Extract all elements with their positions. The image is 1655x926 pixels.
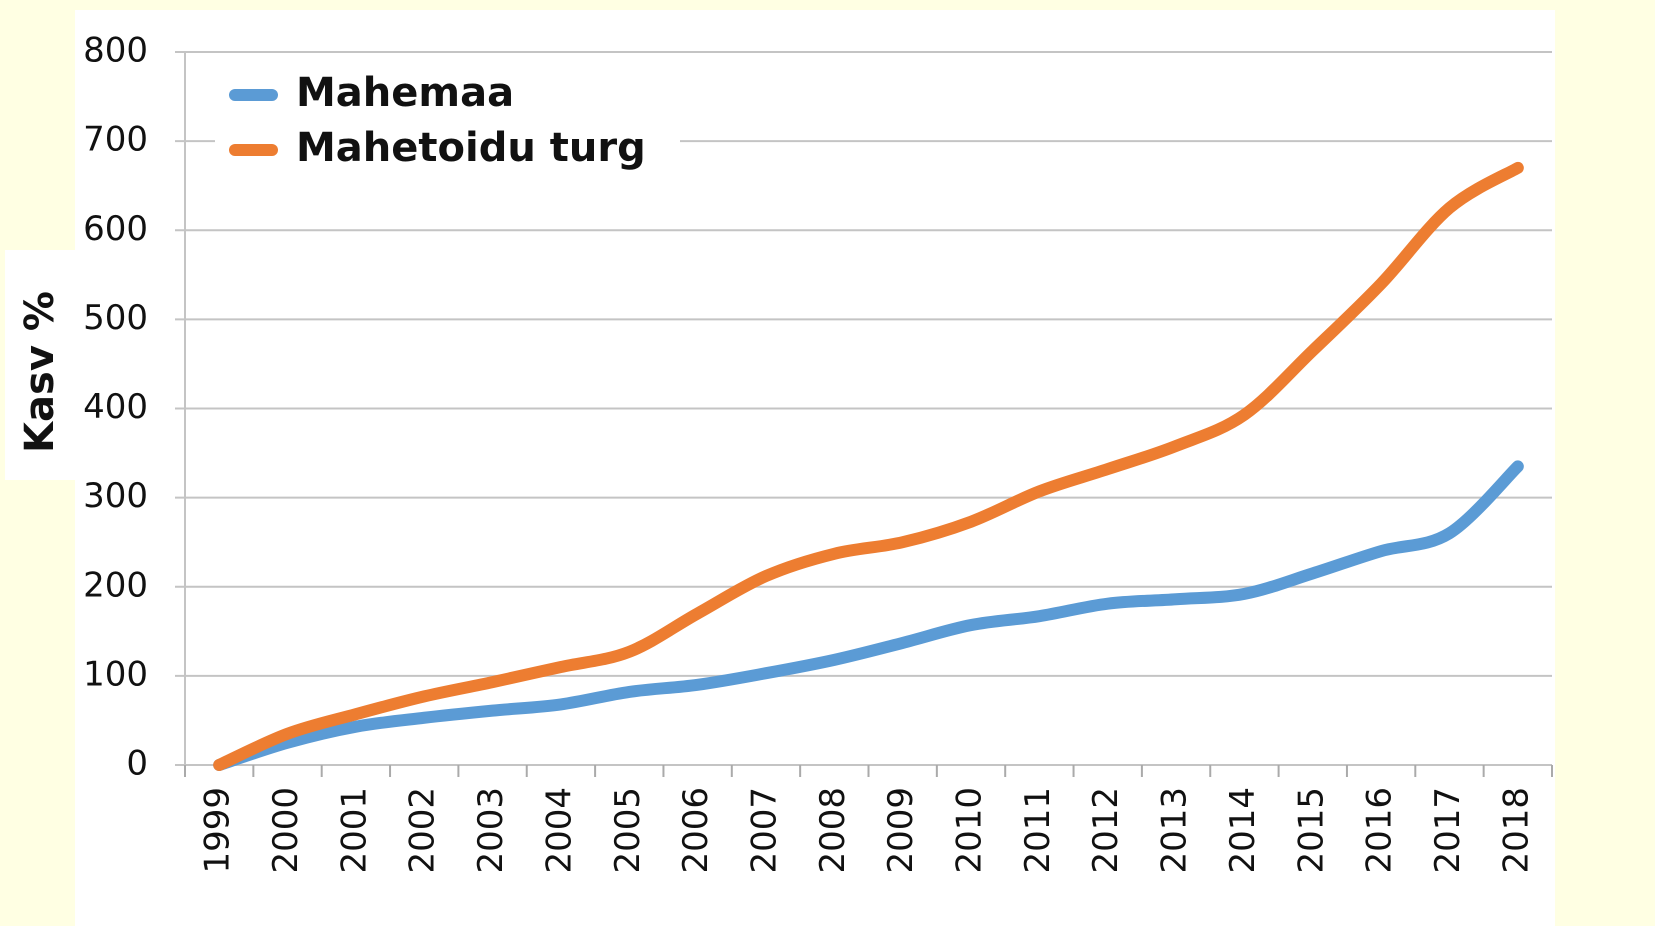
x-tick-label: 2015 [1291,787,1331,874]
x-tick-label: 2002 [403,787,443,874]
legend-background [215,65,680,185]
y-tick-label: 700 [83,120,148,160]
x-tick-label: 2014 [1223,787,1263,874]
x-tick-label: 2016 [1360,787,1400,874]
x-tick-label: 2018 [1496,787,1536,874]
x-tick-label: 2010 [950,787,990,874]
x-tick-label: 1999 [198,787,238,874]
x-tick-label: 2005 [608,787,648,874]
x-tick-label: 2013 [1155,787,1195,874]
x-tick-label: 2003 [471,787,511,874]
x-tick-label: 2007 [744,787,784,874]
x-tick-label: 2000 [266,787,306,874]
y-tick-label: 300 [83,476,148,516]
x-tick-label: 2012 [1086,787,1126,874]
x-tick-label: 2001 [334,787,374,874]
y-tick-label: 0 [126,744,148,784]
y-tick-label: 600 [83,209,148,249]
legend-label: Mahemaa [296,70,514,116]
legend-label: Mahetoidu turg [296,125,646,171]
y-tick-label: 500 [83,298,148,338]
x-tick-label: 2009 [881,787,921,874]
series-line [213,161,1524,771]
x-tick-label: 2011 [1018,787,1058,874]
y-axis-label: Kasv % [17,291,63,453]
x-tick-label: 2008 [813,787,853,874]
y-tick-label: 100 [83,654,148,694]
y-tick-label: 800 [83,31,148,71]
series-line [213,460,1524,771]
y-label-background [5,250,75,480]
y-tick-label: 200 [83,565,148,605]
y-tick-label: 400 [83,387,148,427]
x-tick-label: 2017 [1428,787,1468,874]
x-tick-label: 2006 [676,787,716,874]
x-tick-label: 2004 [539,787,579,874]
